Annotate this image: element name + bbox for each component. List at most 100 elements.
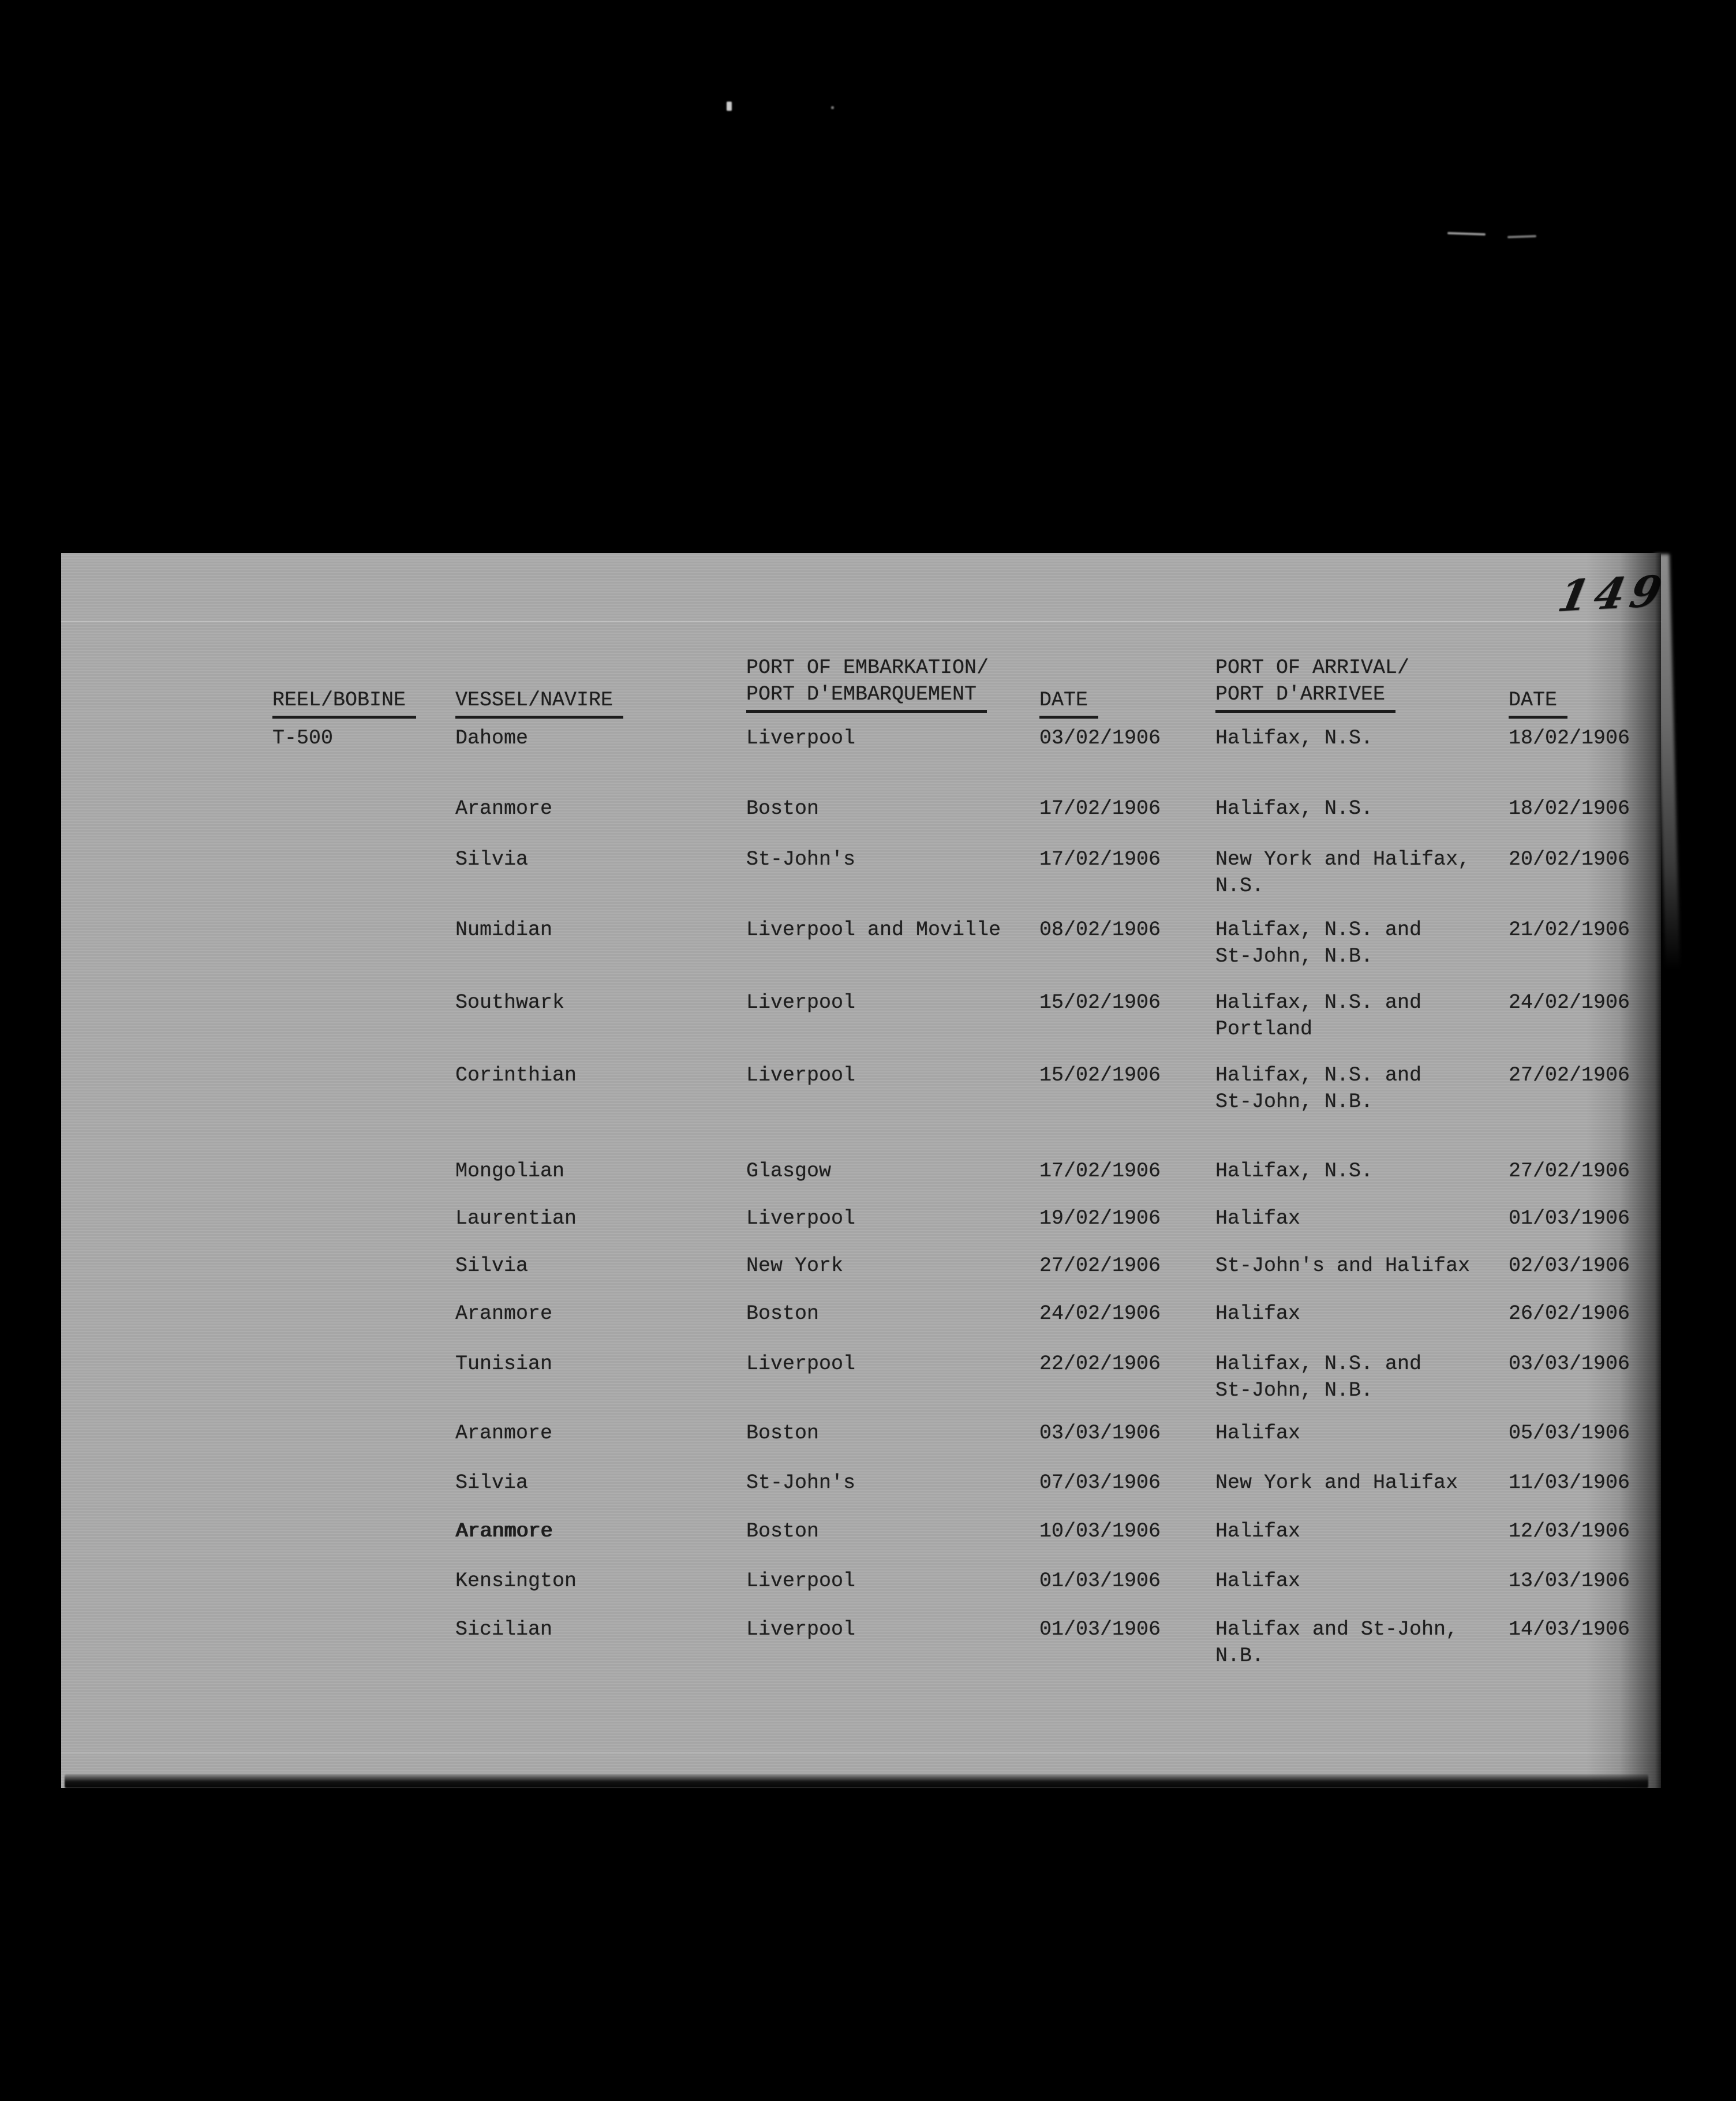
cell-embark-port: Liverpool — [746, 991, 856, 1014]
cell-embark-date: 17/02/1906 — [1039, 1160, 1161, 1183]
cell-vessel: Southwark — [455, 991, 565, 1014]
cell-embark-date: 22/02/1906 — [1039, 1352, 1161, 1375]
cell-embark-date: 15/02/1906 — [1039, 991, 1161, 1014]
cell-arrival-line1: Halifax, N.S. and — [1215, 918, 1422, 941]
scan-artifact-line — [61, 1752, 1661, 1754]
cell-reel: T-500 — [272, 727, 334, 750]
cell-vessel: Mongolian — [455, 1160, 565, 1183]
cell-arrival-port: New York and Halifax — [1215, 1470, 1458, 1496]
scan-artifact-line — [61, 621, 1661, 622]
cell-arrival-port: Halifax, N.S. and St-John, N.B. — [1215, 1351, 1421, 1404]
cell-vessel: Sicilian — [455, 1618, 553, 1641]
cell-arrival-port: Halifax, N.S. and St-John, N.B. — [1215, 917, 1421, 970]
cell-arrival-port: Halifax — [1215, 1420, 1300, 1446]
cell-embark-port: Liverpool — [746, 727, 856, 750]
cell-vessel: Aranmore — [455, 1520, 553, 1543]
cell-embark-date: 15/02/1906 — [1039, 1064, 1161, 1087]
column-header-arrival-line2: PORT D'ARRIVEE — [1215, 681, 1396, 713]
cell-arrival-line1: Halifax, N.S. and — [1215, 991, 1422, 1014]
cell-arrival-line1: Halifax — [1215, 1302, 1301, 1325]
cell-arrival-port: Halifax, N.S. — [1215, 1158, 1373, 1184]
cell-arrival-line1: Halifax — [1215, 1207, 1301, 1230]
cell-vessel: Corinthian — [455, 1064, 577, 1087]
cell-embark-port: Boston — [746, 1422, 820, 1445]
cell-vessel: Tunisian — [455, 1352, 553, 1375]
cell-arrival-port: Halifax — [1215, 1205, 1300, 1232]
cell-arrival-line1: Halifax, N.S. and — [1215, 1352, 1422, 1375]
cell-arrival-line1: New York and Halifax — [1215, 1471, 1458, 1494]
cell-vessel: Silvia — [455, 1471, 529, 1494]
cell-arrival-line1: Halifax, N.S. — [1215, 797, 1374, 820]
cell-arrival-line1: Halifax — [1215, 1422, 1301, 1445]
cell-embark-port: Boston — [746, 1520, 820, 1543]
cell-embark-date: 17/02/1906 — [1039, 848, 1161, 871]
cell-arrival-line2: Portland — [1215, 1018, 1313, 1041]
cell-embark-date: 07/03/1906 — [1039, 1471, 1161, 1494]
column-header-arrival-date: DATE — [1509, 687, 1568, 719]
cell-vessel: Aranmore — [455, 1422, 553, 1445]
cell-arrival-port: Halifax and St-John, N.B. — [1215, 1616, 1458, 1669]
column-header-embark-date: DATE — [1039, 687, 1099, 719]
cell-arrival-line1: Halifax, N.S. — [1215, 727, 1374, 750]
cell-vessel: Aranmore — [455, 1302, 553, 1325]
cell-vessel: Silvia — [455, 1254, 529, 1277]
film-speck — [831, 106, 834, 109]
cell-embark-date: 24/02/1906 — [1039, 1302, 1161, 1325]
column-header-vessel: VESSEL/NAVIRE — [455, 687, 624, 719]
cell-arrival-port: Halifax, N.S. and St-John, N.B. — [1215, 1062, 1421, 1115]
cell-embark-port: Liverpool and Moville — [746, 918, 1001, 941]
cell-vessel: Numidian — [455, 918, 553, 941]
document-page: 149 REEL/BOBINE VESSEL/NAVIRE DATE DATE … — [61, 553, 1671, 1788]
cell-arrival-line2: St-John, N.B. — [1215, 945, 1374, 968]
cell-vessel: Laurentian — [455, 1207, 577, 1230]
column-header-arrival-line1: PORT OF ARRIVAL/ — [1215, 656, 1410, 679]
cell-embark-port: Liverpool — [746, 1569, 856, 1592]
cell-arrival-line1: New York and Halifax, — [1215, 848, 1471, 871]
cell-embark-date: 01/03/1906 — [1039, 1569, 1161, 1592]
cell-embark-port: Liverpool — [746, 1064, 856, 1087]
column-header-embark-line2: PORT D'EMBARQUEMENT — [746, 681, 987, 713]
cell-arrival-port: New York and Halifax, N.S. — [1215, 846, 1470, 899]
cell-arrival-port: Halifax — [1215, 1300, 1300, 1327]
column-header-reel: REEL/BOBINE — [272, 687, 417, 719]
cell-arrival-line1: Halifax, N.S. — [1215, 1160, 1374, 1183]
cell-embark-date: 19/02/1906 — [1039, 1207, 1161, 1230]
cell-arrival-line1: Halifax, N.S. and — [1215, 1064, 1422, 1087]
film-scratch — [1447, 231, 1486, 236]
cell-embark-port: Liverpool — [746, 1352, 856, 1375]
column-header-embark-line1: PORT OF EMBARKATION/ — [746, 656, 989, 679]
cell-arrival-line1: Halifax — [1215, 1569, 1301, 1592]
cell-embark-date: 03/02/1906 — [1039, 727, 1161, 750]
cell-vessel: Aranmore — [455, 797, 553, 820]
cell-embark-port: St-John's — [746, 848, 856, 871]
film-speck — [727, 102, 732, 111]
cell-embark-date: 17/02/1906 — [1039, 797, 1161, 820]
cell-vessel: Kensington — [455, 1569, 577, 1592]
paper-bottom-edge-shadow — [65, 1774, 1649, 1788]
cell-embark-date: 10/03/1906 — [1039, 1520, 1161, 1543]
paper-edge-shadow — [1586, 553, 1661, 1788]
cell-arrival-line2: N.B. — [1215, 1644, 1264, 1668]
column-header-embark-port: PORT OF EMBARKATION/ PORT D'EMBARQUEMENT — [746, 655, 989, 713]
cell-vessel: Silvia — [455, 848, 529, 871]
cell-arrival-port: Halifax — [1215, 1518, 1300, 1545]
cell-arrival-line2: St-John, N.B. — [1215, 1379, 1374, 1402]
cell-vessel: Dahome — [455, 727, 529, 750]
cell-arrival-port: Halifax, N.S. and Portland — [1215, 989, 1421, 1042]
cell-arrival-port: St-John's and Halifax — [1215, 1253, 1470, 1279]
cell-arrival-line2: N.S. — [1215, 874, 1264, 898]
cell-arrival-line2: St-John, N.B. — [1215, 1090, 1374, 1113]
cell-arrival-port: Halifax — [1215, 1568, 1300, 1594]
cell-embark-date: 01/03/1906 — [1039, 1618, 1161, 1641]
cell-embark-port: Boston — [746, 797, 820, 820]
film-scratch — [1507, 235, 1537, 238]
cell-embark-date: 27/02/1906 — [1039, 1254, 1161, 1277]
cell-arrival-line1: St-John's and Halifax — [1215, 1254, 1471, 1277]
cell-embark-port: St-John's — [746, 1471, 856, 1494]
cell-embark-date: 08/02/1906 — [1039, 918, 1161, 941]
cell-embark-port: Liverpool — [746, 1618, 856, 1641]
cell-arrival-line1: Halifax and St-John, — [1215, 1618, 1458, 1641]
cell-embark-port: Liverpool — [746, 1207, 856, 1230]
cell-embark-port: Boston — [746, 1302, 820, 1325]
